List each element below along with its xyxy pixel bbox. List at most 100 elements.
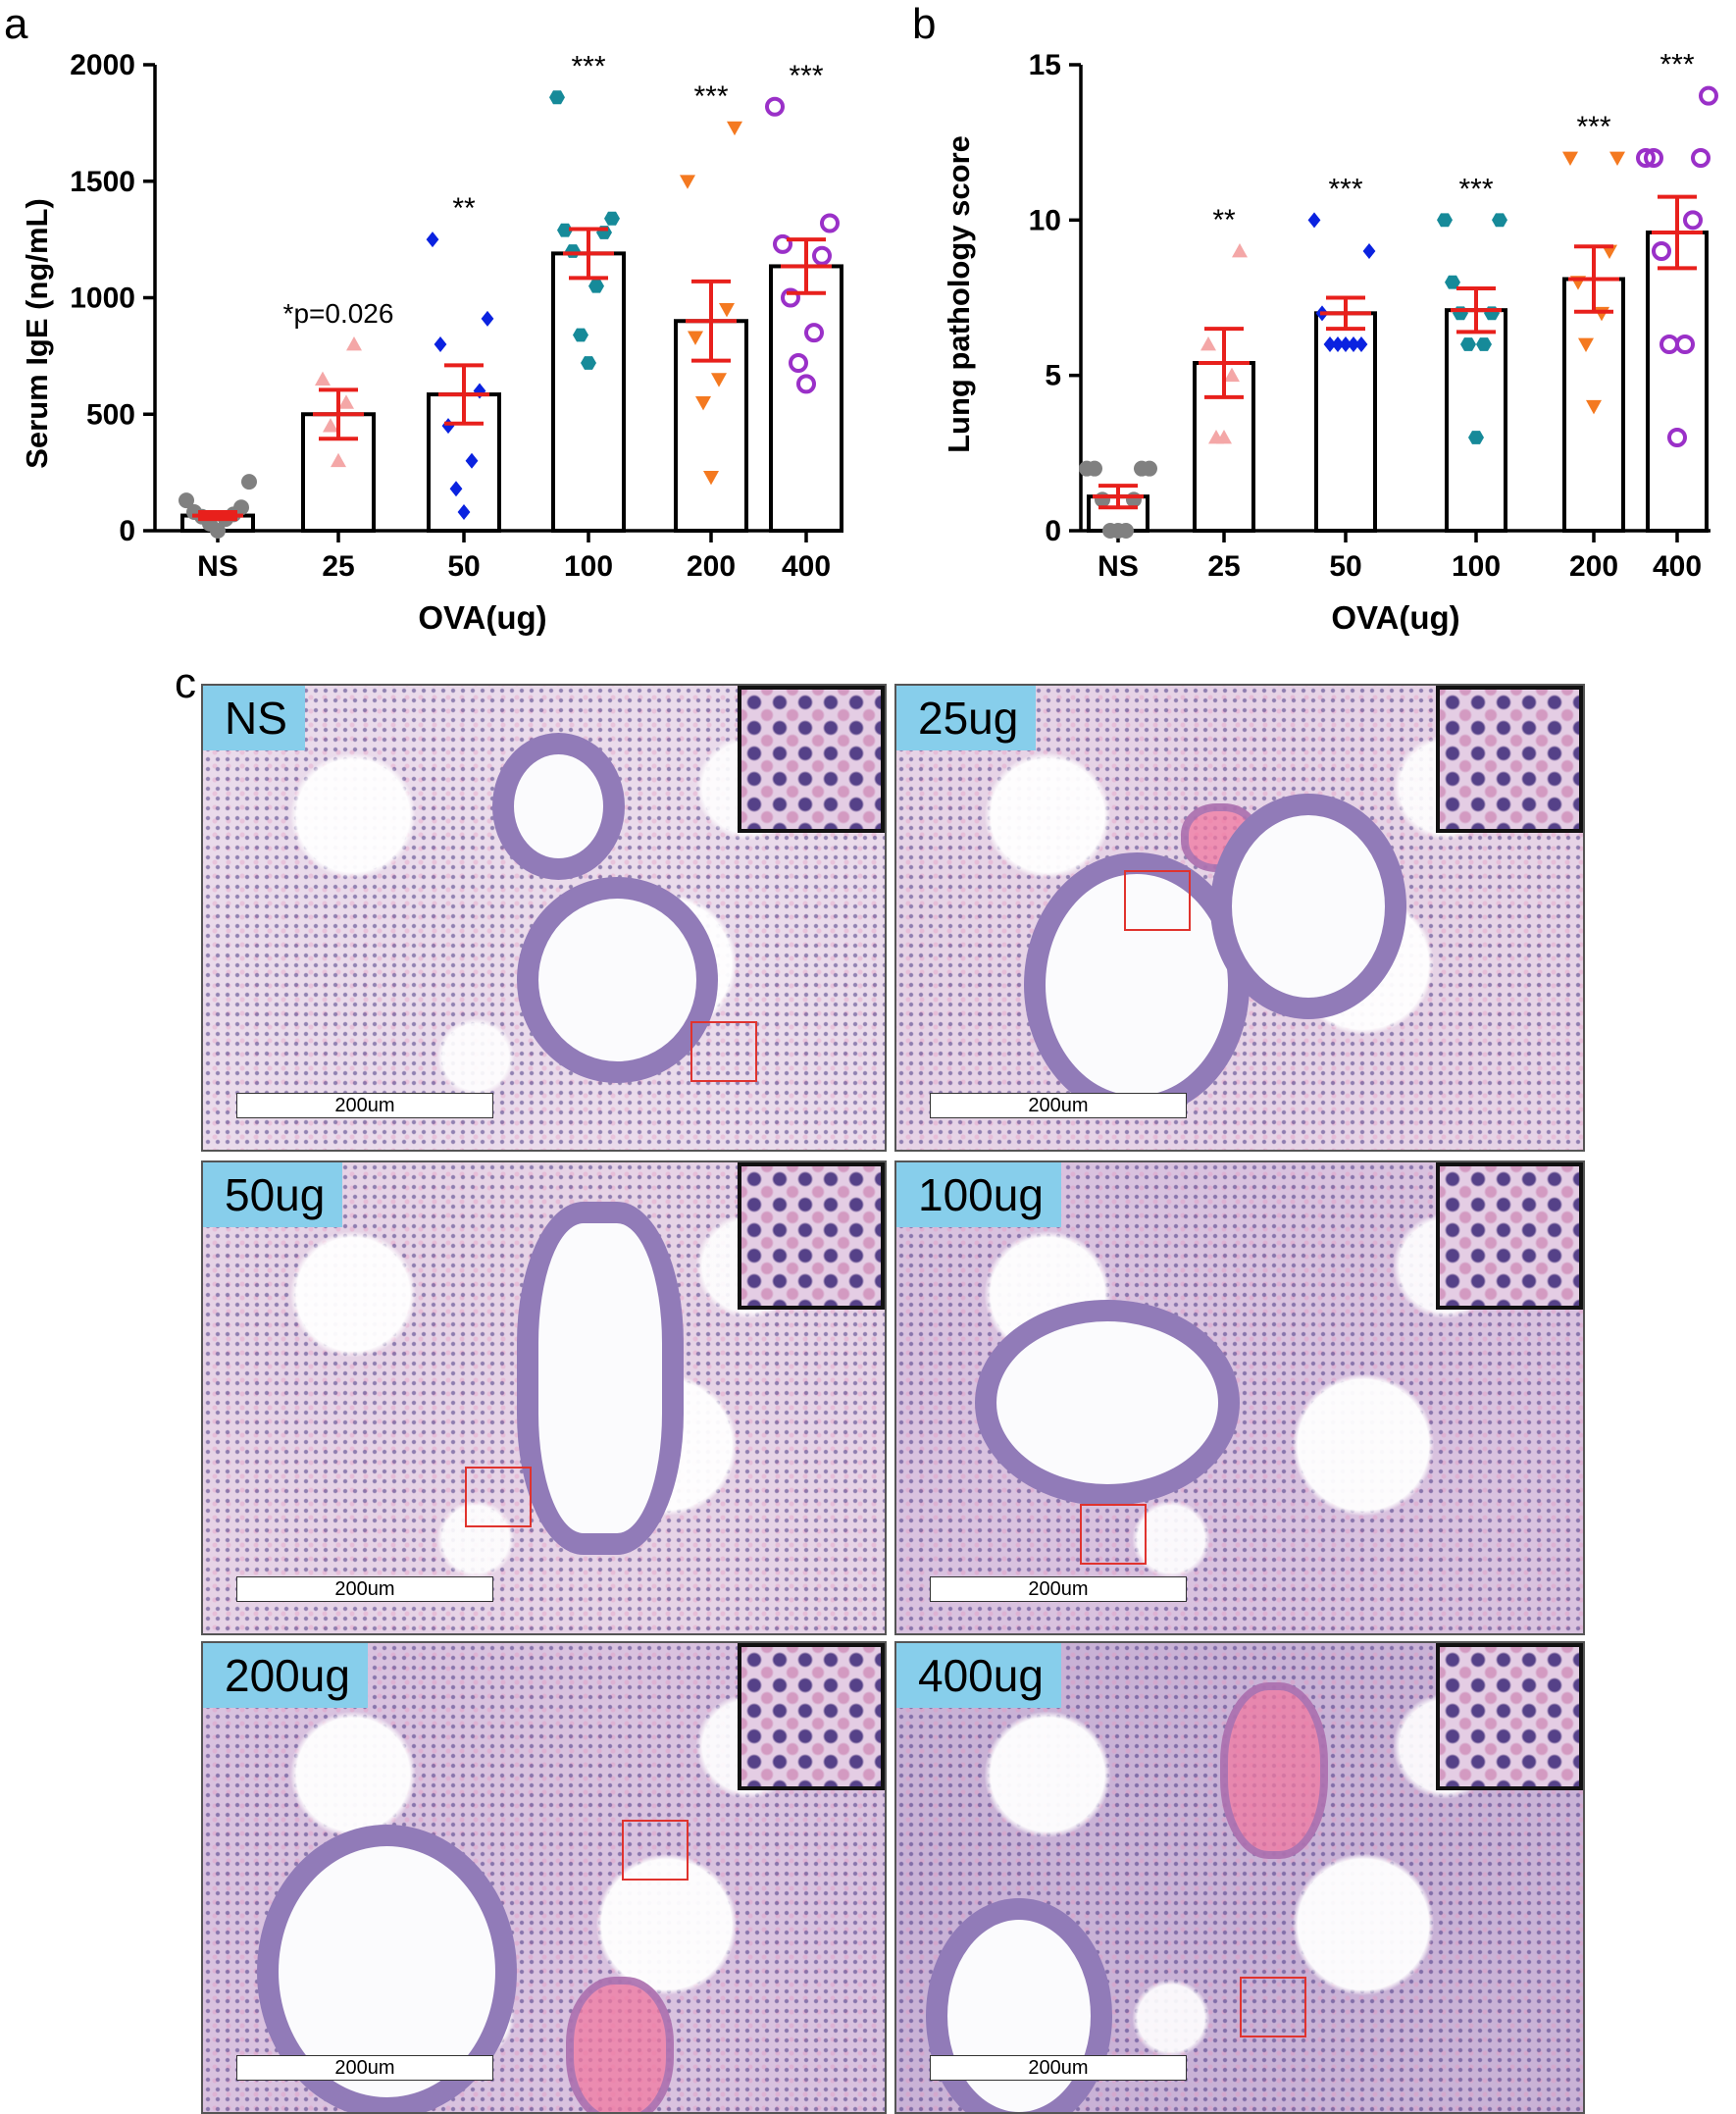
chart-a: 0 500 1000 1500 2000 NS 25 50 100 200 400 OVA(ug) Se…	[20, 49, 843, 636]
significance-label: **	[1212, 204, 1236, 236]
data-point	[573, 328, 588, 342]
y-tick-label: 10	[1029, 204, 1061, 236]
data-point	[773, 233, 792, 254]
data-point	[1468, 431, 1484, 444]
data-point	[1578, 337, 1594, 352]
data-point	[241, 474, 257, 490]
data-point	[1232, 243, 1248, 258]
data-point	[434, 336, 447, 352]
data-point	[1683, 210, 1703, 231]
x-tick-label: NS	[1098, 550, 1139, 583]
x-tick-label: 100	[1452, 550, 1501, 583]
data-point	[1586, 399, 1602, 415]
micrograph-ns: NS 200um	[201, 684, 887, 1152]
bar	[769, 264, 843, 533]
micrograph-400ug: 400ug 200um	[894, 1641, 1585, 2114]
data-point	[695, 395, 711, 411]
data-point	[323, 418, 338, 433]
data-point	[1609, 151, 1625, 166]
region-of-interest-box	[465, 1467, 532, 1527]
data-point	[765, 96, 785, 117]
data-point	[338, 394, 354, 409]
region-of-interest-box	[690, 1021, 757, 1082]
panel-letter-c: c	[175, 659, 196, 707]
data-point	[820, 213, 840, 233]
data-point	[1460, 337, 1476, 351]
chart-b: 0 5 10 15 NS 25 50 100 200 400 OVA(ug) Lung patholo…	[942, 49, 1718, 636]
zoom-inset	[738, 1162, 885, 1310]
significance-label: ***	[1659, 49, 1694, 81]
bar	[1445, 308, 1507, 533]
data-point	[1636, 148, 1656, 168]
data-point	[703, 470, 719, 486]
data-point	[680, 175, 695, 189]
micrograph-100ug: 100ug 200um	[894, 1160, 1585, 1635]
data-point	[812, 245, 832, 266]
y-tick-label: 0	[1045, 515, 1061, 547]
data-point	[1362, 243, 1376, 259]
micrograph-50ug: 50ug 200um	[201, 1160, 887, 1635]
data-point	[1691, 148, 1710, 168]
data-point	[1142, 460, 1157, 477]
data-point	[1699, 85, 1718, 106]
x-tick-label: 400	[782, 550, 831, 583]
data-point	[1347, 336, 1360, 352]
data-point	[1652, 241, 1671, 261]
micrograph-25ug: 25ug 200um	[894, 684, 1585, 1152]
x-axis-label: OVA(ug)	[1331, 599, 1459, 636]
zoom-inset	[1436, 686, 1583, 833]
data-point	[1492, 213, 1507, 228]
scale-bar: 200um	[930, 1576, 1187, 1602]
y-tick-label: 15	[1029, 49, 1061, 81]
micrograph-label: 200ug	[203, 1643, 368, 1708]
significance-label: *p=0.026	[283, 298, 394, 329]
data-point	[1667, 428, 1687, 447]
data-point	[549, 90, 565, 105]
data-point	[789, 353, 808, 373]
scale-bar: 200um	[930, 1093, 1187, 1118]
data-point	[457, 504, 471, 520]
data-point	[1437, 213, 1453, 228]
data-point	[465, 452, 479, 469]
data-point	[719, 302, 735, 318]
data-point	[473, 383, 486, 399]
data-point	[581, 356, 596, 370]
data-point	[481, 310, 494, 327]
data-point	[604, 211, 620, 226]
region-of-interest-box	[1240, 1977, 1306, 2037]
micrograph-200ug: 200ug 200um	[201, 1641, 887, 2114]
significance-label: ***	[693, 80, 728, 113]
data-point	[588, 279, 604, 293]
data-point	[1095, 491, 1110, 508]
x-axis-label: OVA(ug)	[418, 599, 546, 636]
region-of-interest-box	[1124, 870, 1191, 931]
panel-letter-a: a	[4, 0, 28, 48]
micrograph-label: NS	[203, 686, 305, 750]
data-point	[796, 374, 816, 394]
scale-bar: 200um	[930, 2055, 1187, 2081]
significance-label: ***	[1576, 111, 1610, 143]
x-tick-label: NS	[197, 550, 238, 583]
data-point	[1102, 523, 1118, 539]
data-point	[1445, 275, 1460, 289]
region-of-interest-box	[1080, 1504, 1147, 1565]
data-point	[688, 331, 703, 345]
y-axis-label: Lung pathology score	[942, 135, 976, 453]
significance-label: ***	[571, 50, 605, 82]
data-point	[315, 371, 331, 387]
zoom-inset	[1436, 1162, 1583, 1310]
x-tick-label: 400	[1653, 550, 1702, 583]
micrograph-label: 100ug	[896, 1162, 1061, 1227]
data-point	[804, 323, 824, 343]
data-point	[1126, 491, 1142, 508]
y-tick-label: 500	[86, 398, 135, 431]
y-axis-label: Serum IgE (ng/mL)	[20, 198, 54, 469]
y-tick-label: 0	[119, 515, 135, 547]
significance-label: ***	[789, 60, 823, 92]
data-point	[1079, 460, 1095, 477]
x-tick-label: 50	[447, 550, 480, 583]
data-point	[1331, 336, 1345, 352]
micrograph-label: 50ug	[203, 1162, 343, 1227]
zoom-inset	[738, 1643, 885, 1790]
